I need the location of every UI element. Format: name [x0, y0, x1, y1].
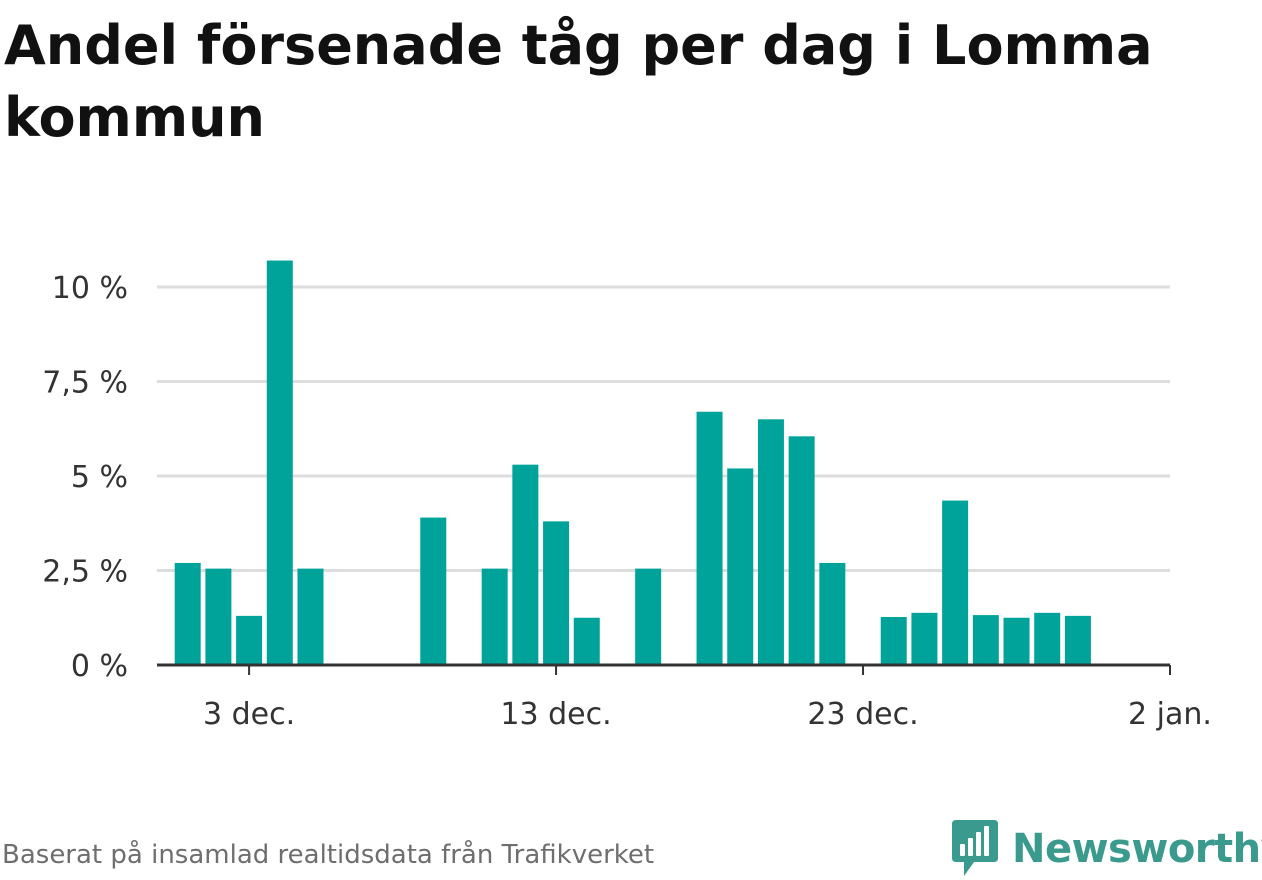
- source-note: Baserat på insamlad realtidsdata från Tr…: [2, 840, 655, 870]
- bar: [1003, 617, 1030, 665]
- bar: [1034, 612, 1061, 665]
- y-tick-label: 7,5 %: [42, 366, 128, 401]
- y-tick-label: 10 %: [52, 271, 128, 306]
- bar: [297, 568, 324, 665]
- bar: [543, 521, 570, 665]
- bar: [635, 568, 662, 665]
- x-tick-label: 23 dec.: [807, 697, 918, 732]
- gridlines: [157, 285, 1170, 572]
- bar: [788, 436, 815, 665]
- newsworthy-logo-icon: [952, 820, 998, 876]
- y-tick-label: 5 %: [71, 460, 128, 495]
- bar: [266, 260, 293, 665]
- bar: [972, 615, 999, 665]
- bar: [727, 468, 754, 665]
- bar: [512, 464, 539, 665]
- bar: [819, 562, 846, 665]
- bar: [757, 419, 784, 665]
- x-tick-label: 3 dec.: [203, 697, 295, 732]
- bar: [174, 562, 201, 665]
- bar: [880, 616, 907, 665]
- bar: [481, 568, 508, 665]
- bar: [236, 615, 263, 665]
- bar: [1064, 615, 1091, 665]
- x-tick-label: 13 dec.: [500, 697, 611, 732]
- axes: 0 % 2,5 % 5 % 7,5 % 10 % 3 dec. 13 dec. 23 dec.…: [42, 271, 1212, 732]
- bar-chart: 0 % 2,5 % 5 % 7,5 % 10 % 3 dec. 13 dec. 23 dec.…: [42, 260, 1212, 732]
- bar: [696, 411, 723, 665]
- newsworthy-logo: Newsworthy: [950, 818, 1262, 880]
- y-tick-label: 0 %: [71, 649, 128, 684]
- bar: [942, 500, 969, 665]
- bar: [911, 612, 938, 665]
- logo-text: Newsworthy: [1012, 826, 1262, 872]
- chart-title: Andel försenade tåg per dag i Lomma komm…: [4, 14, 1153, 149]
- x-tick-label: 2 jan.: [1128, 697, 1212, 732]
- bar: [420, 517, 447, 665]
- y-tick-label: 2,5 %: [42, 555, 128, 590]
- bar: [205, 568, 232, 665]
- bars: [174, 260, 1091, 665]
- bar: [573, 617, 600, 665]
